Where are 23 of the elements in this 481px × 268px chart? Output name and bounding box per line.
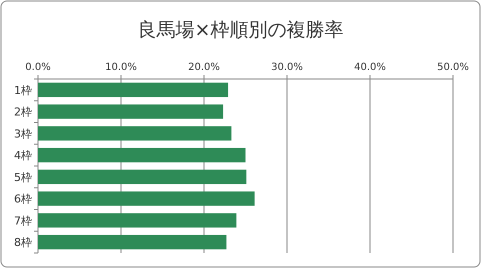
y-tick-label: 7枠 (14, 214, 32, 228)
bar (38, 234, 226, 250)
chart-title: 良馬場×枠順別の複勝率 (138, 19, 344, 41)
y-tick-label: 5枠 (14, 170, 32, 184)
x-tick-label: 50.0% (437, 62, 469, 73)
x-tick-label: 20.0% (188, 62, 220, 73)
bar (38, 148, 246, 162)
bar (38, 170, 246, 184)
bar (38, 82, 228, 98)
bar (38, 213, 236, 228)
x-tick-label: 10.0% (105, 62, 137, 73)
x-tick-label: 0.0% (25, 62, 51, 73)
y-tick-label: 4枠 (14, 149, 32, 162)
bar (38, 104, 224, 119)
y-tick-label: 3枠 (14, 127, 32, 140)
x-tick-label: 30.0% (271, 62, 303, 73)
bar (38, 126, 232, 141)
y-tick-label: 6枠 (14, 192, 32, 206)
y-tick-label: 2枠 (14, 106, 32, 119)
y-tick-label: 8枠 (14, 236, 32, 250)
bar (38, 191, 255, 206)
x-tick-label: 40.0% (354, 62, 386, 73)
y-tick-label: 1枠 (14, 84, 32, 97)
